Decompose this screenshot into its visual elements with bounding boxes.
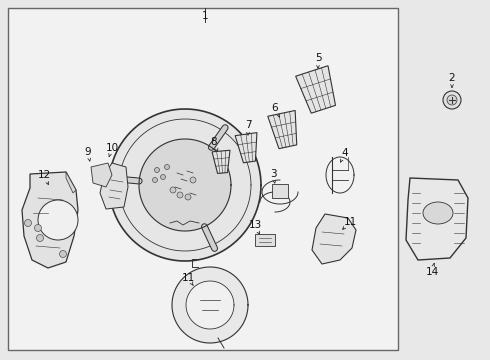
Text: 8: 8: [211, 137, 217, 147]
Circle shape: [165, 165, 170, 170]
Circle shape: [443, 91, 461, 109]
Text: 11: 11: [181, 273, 195, 283]
Text: 3: 3: [270, 169, 276, 179]
Circle shape: [161, 175, 166, 180]
Polygon shape: [109, 109, 261, 261]
Circle shape: [24, 220, 31, 226]
Polygon shape: [22, 172, 78, 268]
Circle shape: [36, 234, 44, 242]
Circle shape: [34, 225, 42, 231]
Polygon shape: [406, 178, 468, 260]
Ellipse shape: [423, 202, 453, 224]
Polygon shape: [66, 172, 76, 193]
Bar: [8, 8, 398, 350]
Text: 2: 2: [449, 73, 455, 83]
Text: 6: 6: [271, 103, 278, 113]
Circle shape: [170, 187, 176, 193]
Text: 12: 12: [37, 170, 50, 180]
Circle shape: [59, 251, 67, 257]
Text: 9: 9: [85, 147, 91, 157]
Circle shape: [152, 177, 157, 183]
Polygon shape: [295, 66, 336, 113]
Circle shape: [190, 177, 196, 183]
Text: 4: 4: [342, 148, 348, 158]
Text: 7: 7: [245, 120, 251, 130]
Polygon shape: [139, 139, 231, 231]
Circle shape: [38, 200, 78, 240]
Text: 10: 10: [105, 143, 119, 153]
Polygon shape: [312, 214, 356, 264]
Circle shape: [185, 194, 191, 200]
Circle shape: [447, 95, 457, 105]
Polygon shape: [186, 281, 234, 329]
Polygon shape: [91, 163, 112, 187]
Bar: [272, 184, 288, 198]
Text: 1: 1: [202, 11, 208, 21]
Polygon shape: [172, 267, 248, 343]
Text: 13: 13: [248, 220, 262, 230]
Polygon shape: [235, 132, 257, 163]
Text: 5: 5: [315, 53, 321, 63]
Text: 11: 11: [343, 217, 357, 227]
Text: 14: 14: [425, 267, 439, 277]
Circle shape: [177, 192, 183, 198]
Polygon shape: [212, 150, 230, 174]
Polygon shape: [100, 163, 128, 209]
Bar: [255, 234, 275, 246]
Polygon shape: [268, 111, 297, 149]
Circle shape: [154, 167, 160, 172]
